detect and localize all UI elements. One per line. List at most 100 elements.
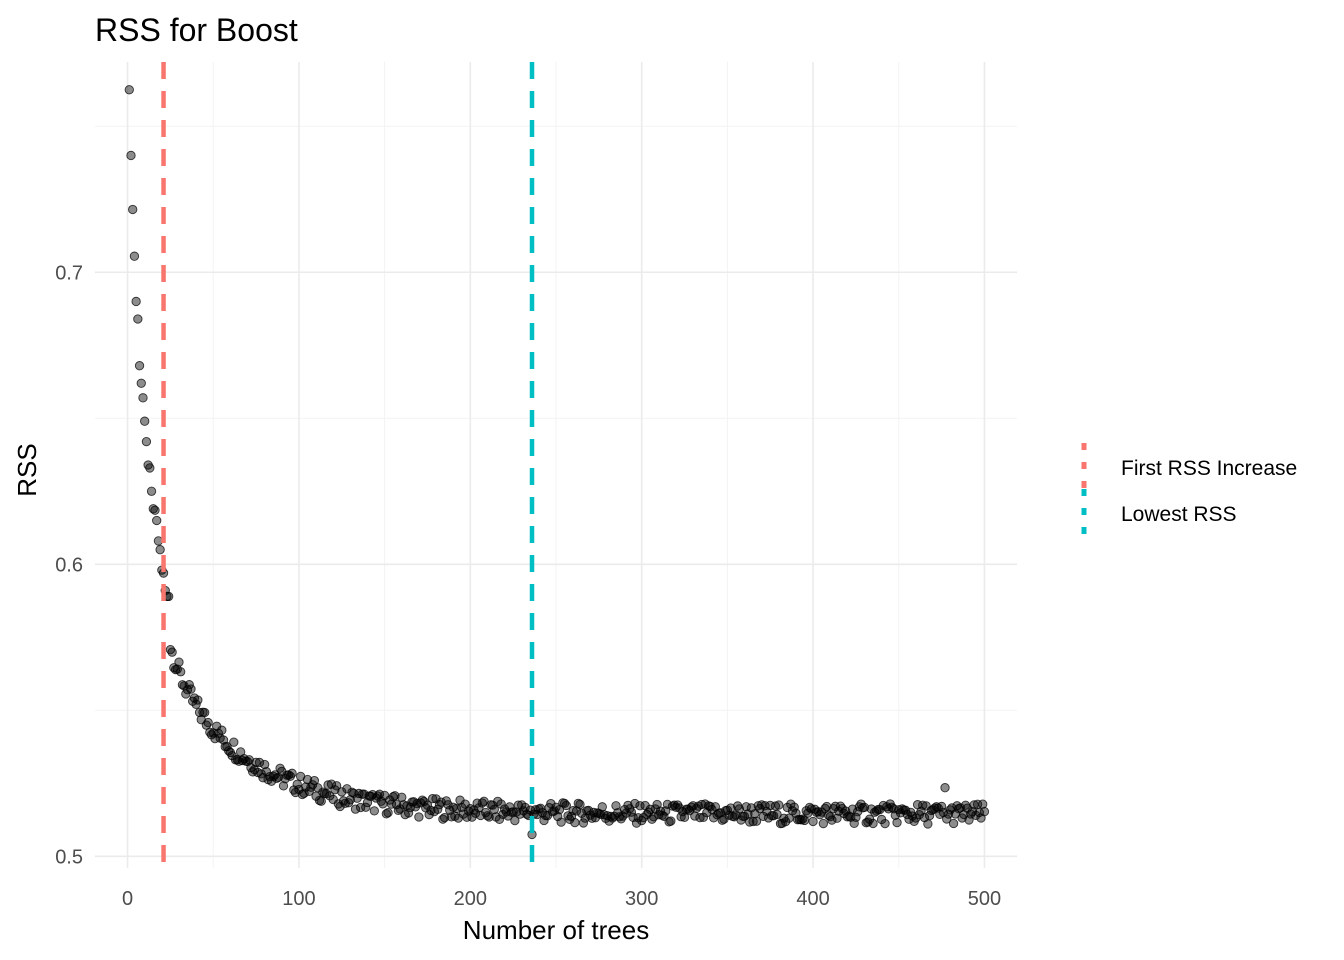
data-point [556, 817, 566, 827]
data-point [152, 515, 162, 526]
data-point [186, 684, 196, 694]
data-point [578, 818, 589, 828]
data-point [510, 815, 520, 826]
data-point [575, 799, 585, 810]
y-tick-label: 0.6 [55, 554, 83, 576]
data-point [698, 812, 709, 822]
data-point [662, 799, 673, 810]
data-point [174, 657, 184, 667]
data-point [133, 314, 143, 324]
data-point [940, 783, 950, 793]
data-point [697, 799, 707, 810]
data-point [335, 801, 345, 812]
minor-gridlines [95, 62, 1017, 868]
data-point [369, 806, 379, 816]
data-point [155, 545, 165, 555]
data-point [254, 757, 265, 768]
data-point [176, 667, 186, 677]
data-point [892, 817, 902, 828]
data-point [597, 802, 607, 812]
data-point [489, 804, 499, 815]
legend-label-lowest-rss: Lowest RSS [1121, 503, 1237, 526]
data-point [979, 806, 990, 817]
data-point [513, 800, 523, 810]
data-point [217, 725, 227, 735]
data-point [827, 815, 837, 825]
data-point [193, 695, 203, 705]
x-tick-label: 100 [282, 888, 315, 910]
data-point [446, 812, 457, 822]
data-point [439, 812, 450, 823]
data-point [134, 361, 145, 371]
data-point [316, 796, 326, 806]
data-point [182, 685, 193, 695]
data-point [918, 800, 928, 810]
data-point [942, 814, 952, 824]
legend-label-first-rss-increase: First RSS Increase [1121, 457, 1297, 480]
data-point [577, 808, 587, 818]
data-point [128, 204, 138, 215]
data-point [570, 817, 580, 828]
data-point [880, 818, 890, 829]
chart-title: RSS for Boost [95, 12, 298, 48]
data-point [806, 804, 816, 814]
data-point [278, 781, 289, 791]
data-point [734, 804, 745, 814]
data-point [129, 251, 140, 261]
x-tick-label: 300 [625, 888, 658, 910]
data-point [626, 807, 637, 817]
data-point [904, 814, 914, 824]
data-point [580, 813, 590, 823]
data-point [126, 150, 136, 161]
data-point [645, 804, 655, 814]
data-point [751, 816, 762, 826]
data-point [676, 812, 686, 822]
data-point [412, 798, 422, 809]
data-point [397, 792, 407, 802]
data-point [818, 818, 828, 829]
data-point [331, 781, 342, 791]
data-point [602, 811, 613, 821]
data-point [745, 817, 755, 827]
data-point [260, 759, 270, 770]
x-tick-label: 400 [796, 888, 829, 910]
data-point [194, 707, 205, 718]
major-gridlines [95, 62, 1017, 868]
data-point [631, 818, 642, 828]
data-point [326, 779, 337, 789]
data-point [124, 85, 134, 95]
data-point [851, 812, 861, 822]
data-point [145, 463, 155, 473]
y-tick-label: 0.5 [55, 846, 83, 868]
data-point [808, 816, 818, 827]
data-point [383, 808, 393, 818]
data-point [923, 819, 933, 829]
data-point [427, 793, 438, 804]
data-point [847, 804, 858, 814]
data-point [325, 791, 335, 801]
data-point [150, 505, 160, 515]
data-point [760, 801, 770, 811]
data-point [780, 816, 791, 827]
data-point [229, 737, 239, 747]
data-point [443, 800, 453, 810]
data-point [496, 799, 506, 809]
data-point [342, 784, 352, 794]
data-point [337, 787, 347, 797]
data-point [611, 801, 621, 811]
data-point [422, 800, 433, 810]
data-point [830, 801, 840, 811]
data-point [635, 801, 645, 811]
x-tick-label: 200 [454, 888, 487, 910]
data-point [131, 296, 141, 307]
data-point [146, 486, 157, 496]
data-points [124, 85, 990, 840]
data-point [414, 812, 424, 822]
data-point [138, 393, 148, 403]
data-point [390, 791, 400, 801]
data-point [398, 800, 409, 810]
data-point [832, 813, 842, 823]
data-point [666, 816, 676, 826]
data-point [520, 802, 530, 813]
data-point [484, 812, 494, 822]
